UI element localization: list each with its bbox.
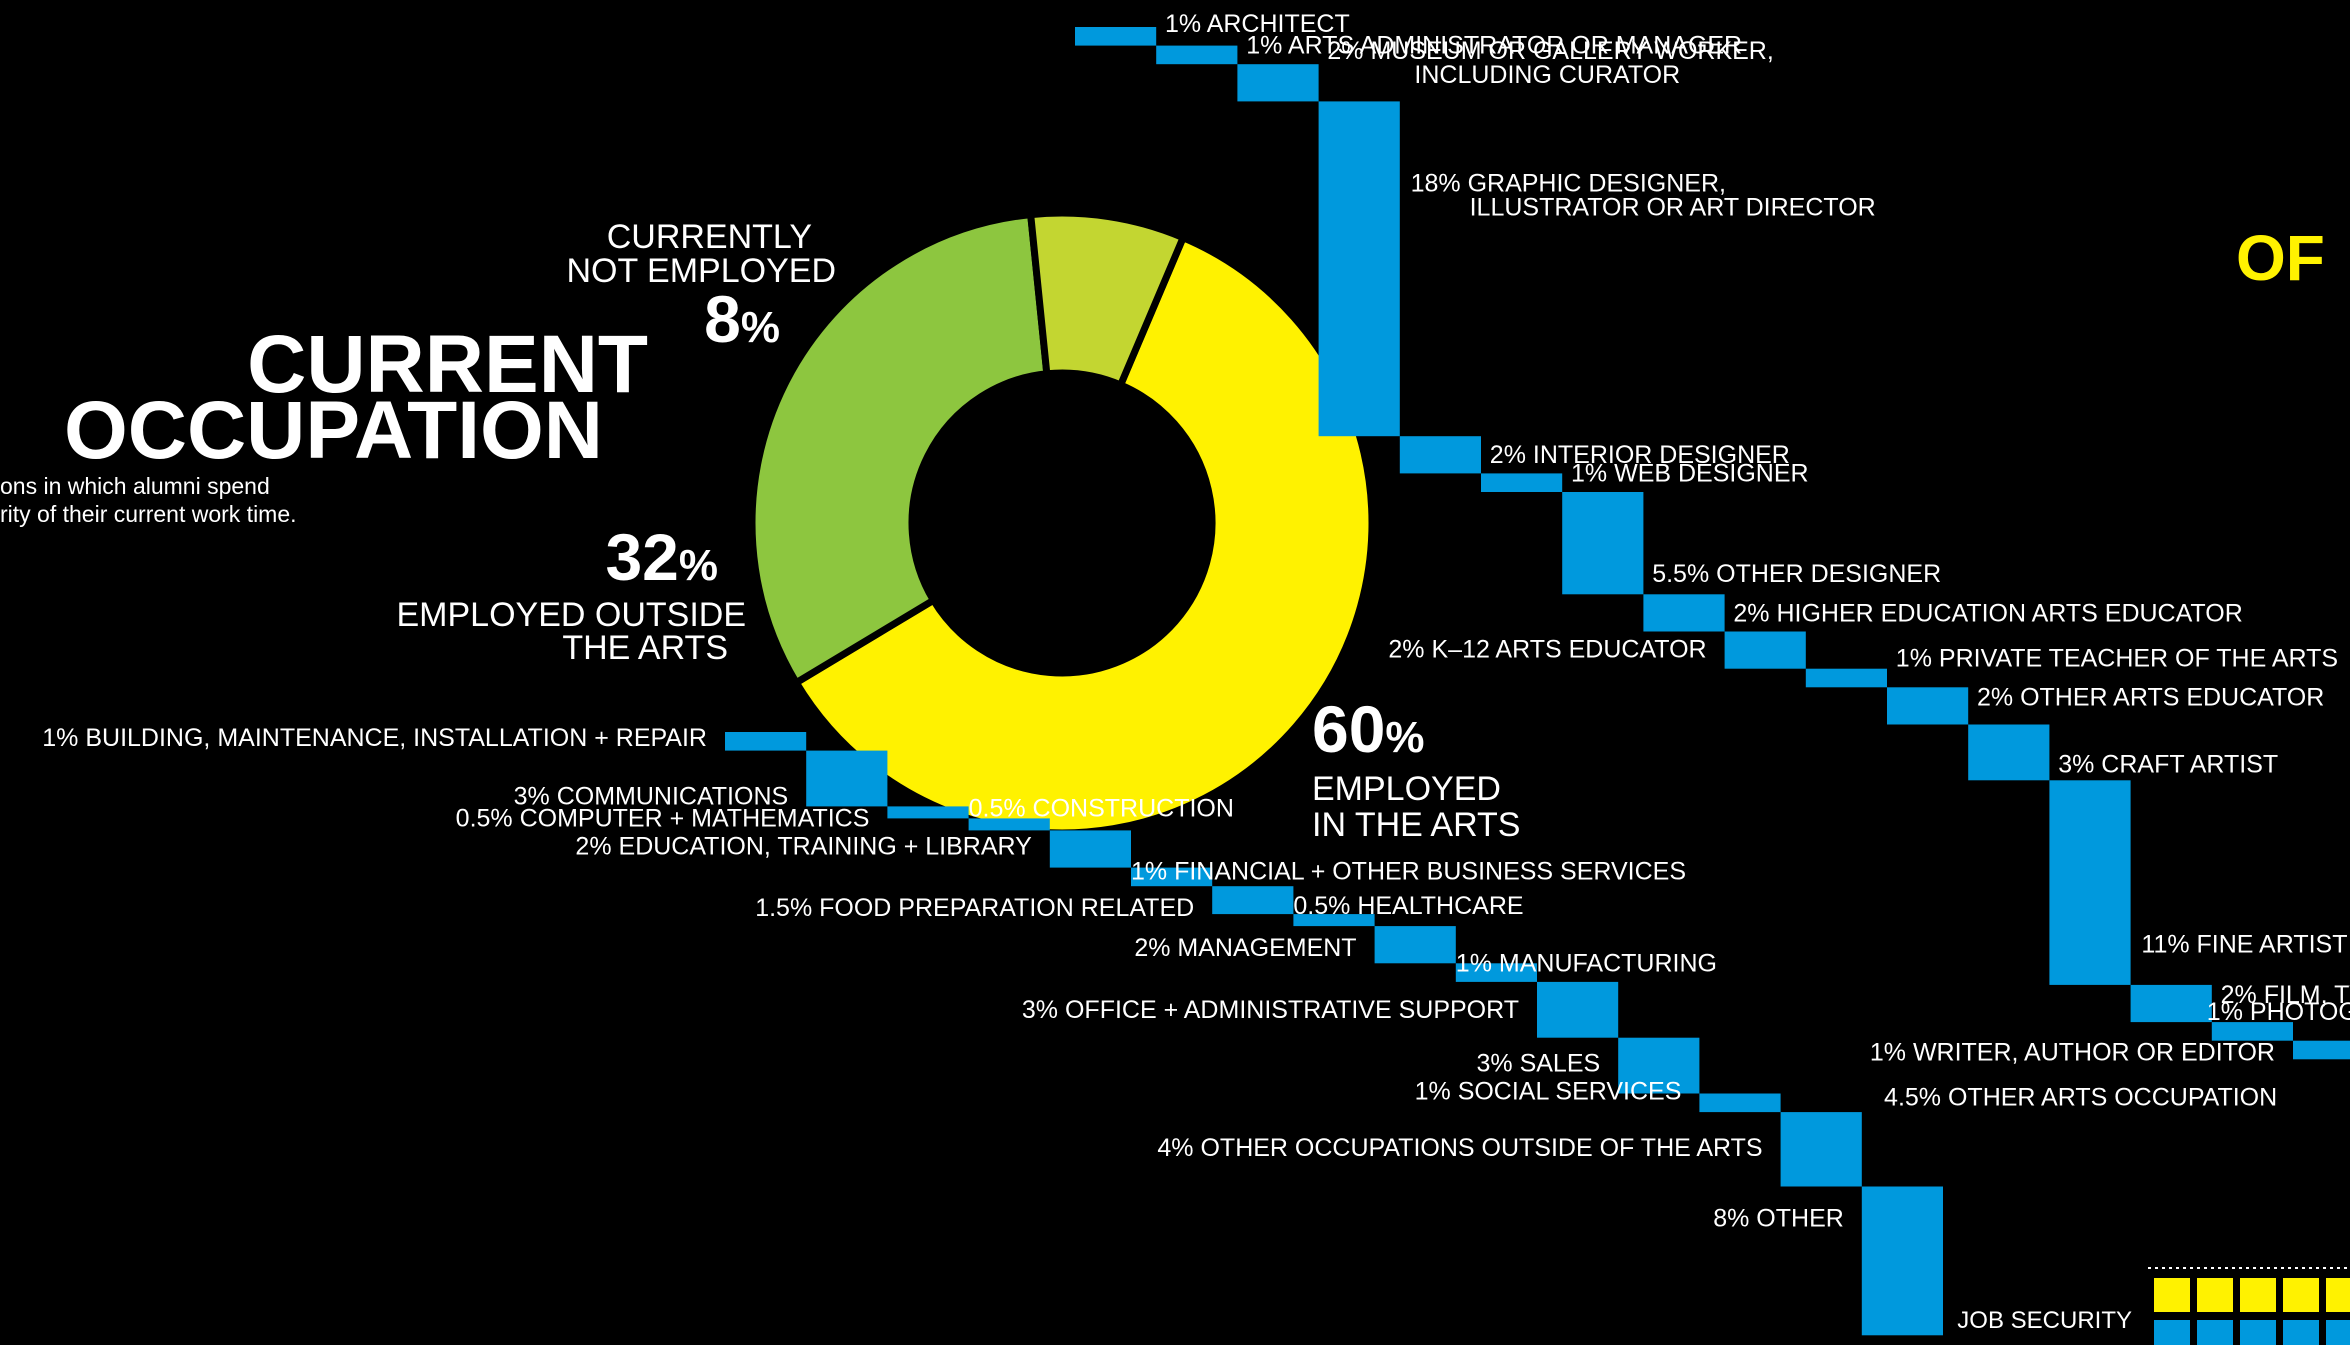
slice-pct-not-employed: 8% — [704, 282, 780, 356]
bar-1 — [1075, 27, 1157, 46]
bar-label-12: 3% CRAFT ARTIST — [2058, 751, 2278, 779]
bar-1 — [725, 732, 807, 751]
bar-2 — [1156, 45, 1238, 65]
bar-12 — [1618, 1037, 1700, 1094]
bar-label-12: 3% SALES — [1476, 1050, 1600, 1078]
bar-label-3: 2% MUSEUM OR GALLERY WORKER, — [1327, 37, 1773, 65]
bar-14 — [1780, 1112, 1862, 1187]
bar-6 — [1481, 473, 1563, 492]
bar-3 — [1237, 64, 1319, 102]
slice-label-in-arts: IN THE ARTS — [1312, 806, 1520, 844]
slice-label-not-employed: CURRENTLY — [607, 218, 812, 256]
bar-11 — [1537, 981, 1619, 1038]
bar-7 — [1562, 492, 1644, 595]
bar-label-8: 0.5% HEALTHCARE — [1293, 892, 1523, 920]
bar-12 — [1968, 724, 2050, 781]
bar-13 — [1699, 1093, 1781, 1113]
slice-pct-outside-arts: 32% — [605, 520, 718, 594]
bar-4 — [968, 818, 1050, 831]
bar-9 — [1374, 926, 1456, 964]
job-security-square-top — [2283, 1278, 2319, 1312]
bar-label-6: 1% WEB DESIGNER — [1571, 459, 1809, 487]
job-security-squares — [2154, 1278, 2350, 1345]
bar-label-13: 1% SOCIAL SERVICES — [1415, 1078, 1682, 1106]
bar-label-14: 2% FILM, TV, VIDEO ARTIST — [2221, 981, 2350, 1009]
bar-label-15: 8% OTHER — [1713, 1205, 1844, 1233]
bar-5 — [1399, 436, 1481, 474]
bar-3 — [887, 806, 969, 819]
bar-label-9: 2% MANAGEMENT — [1134, 934, 1356, 962]
bar-label-5: 2% EDUCATION, TRAINING + LIBRARY — [575, 832, 1032, 860]
title-line-1: CURRENT — [247, 319, 648, 410]
job-security-square-bottom — [2326, 1320, 2350, 1345]
bar-label-3-line-2: INCLUDING CURATOR — [1414, 61, 1680, 89]
bar-label-14: 4% OTHER OCCUPATIONS OUTSIDE OF THE ARTS — [1157, 1134, 1762, 1162]
bar-label-5: 2% INTERIOR DESIGNER — [1490, 441, 1790, 469]
bar-4 — [1318, 101, 1400, 437]
bar-label-15: 1% PHOTOGRAPHER — [2207, 998, 2350, 1026]
job-security-label: JOB SECURITY — [1957, 1307, 2132, 1334]
bar-label-4-line-2: ILLUSTRATOR OR ART DIRECTOR — [1470, 193, 1876, 221]
bar-2 — [806, 750, 888, 807]
donut-slice-not-employed — [1026, 209, 1188, 390]
bar-14 — [2130, 984, 2212, 1023]
job-security-square-top — [2240, 1278, 2276, 1312]
bar-label-6: 1% FINANCIAL + OTHER BUSINESS SERVICES — [1131, 858, 1686, 886]
bar-label-2: 3% COMMUNICATIONS — [514, 783, 789, 811]
bar-label-10: 1% MANUFACTURING — [1456, 949, 1717, 977]
bar-5 — [1049, 830, 1131, 868]
slice-label-outside-arts: THE ARTS — [562, 629, 728, 667]
job-security-square-bottom — [2240, 1320, 2276, 1345]
bar-10 — [1805, 668, 1887, 688]
outside-arts-waterfall: 1% BUILDING, MAINTENANCE, INSTALLATION +… — [42, 724, 1943, 1336]
bar-label-16: 1% WRITER, AUTHOR OR EDITOR — [1870, 1039, 2275, 1067]
bar-label-1: 1% ARCHITECT — [1165, 10, 1350, 38]
bar-label-1: 1% BUILDING, MAINTENANCE, INSTALLATION +… — [42, 724, 707, 752]
bar-8 — [1293, 914, 1375, 927]
bar-label-13: 11% FINE ARTIST — [2141, 930, 2347, 958]
job-security-square-bottom — [2154, 1320, 2190, 1345]
donut-slice-outside-arts — [748, 210, 1051, 688]
bar-16 — [2293, 1040, 2350, 1060]
slice-label-in-arts: EMPLOYED — [1312, 770, 1501, 808]
bar-10 — [1455, 963, 1537, 982]
bar-6 — [1131, 867, 1213, 887]
bar-label-8: 2% HIGHER EDUCATION ARTS EDUCATOR — [1733, 599, 2242, 627]
bar-label-10: 1% PRIVATE TEACHER OF THE ARTS — [1896, 645, 2338, 673]
job-security-square-top — [2197, 1278, 2233, 1312]
bar-label-3: 0.5% COMPUTER + MATHEMATICS — [456, 804, 870, 832]
bar-label-7: 5.5% OTHER DESIGNER — [1652, 560, 1941, 588]
bar-label-11: 2% OTHER ARTS EDUCATOR — [1977, 683, 2324, 711]
slice-label-not-employed: NOT EMPLOYED — [566, 252, 836, 290]
bar-8 — [1643, 594, 1725, 632]
bar-label-7: 1.5% FOOD PREPARATION RELATED — [755, 894, 1194, 922]
job-security-square-bottom — [2197, 1320, 2233, 1345]
job-security-square-top — [2326, 1278, 2350, 1312]
partial-heading: OF — [2236, 222, 2325, 294]
bar-label-17: 4.5% OTHER ARTS OCCUPATION — [1884, 1083, 2277, 1111]
bar-label-4: 0.5% CONSTRUCTION — [969, 794, 1234, 822]
bar-15 — [2211, 1022, 2293, 1041]
slice-pct-in-arts: 60% — [1312, 692, 1425, 766]
bar-label-9: 2% K–12 ARTS EDUCATOR — [1388, 636, 1706, 664]
bar-7 — [1212, 886, 1294, 915]
bar-13 — [2049, 780, 2131, 985]
bar-label-4: 18% GRAPHIC DESIGNER, — [1411, 169, 1726, 197]
subtitle-line-2: rity of their current work time. — [0, 501, 297, 527]
bar-11 — [1887, 687, 1969, 725]
title-line-2: OCCUPATION — [64, 385, 603, 476]
slice-label-outside-arts: EMPLOYED OUTSIDE — [396, 596, 746, 634]
job-security-square-top — [2154, 1278, 2190, 1312]
bar-label-11: 3% OFFICE + ADMINISTRATIVE SUPPORT — [1022, 996, 1519, 1024]
job-security-square-bottom — [2283, 1320, 2319, 1345]
bar-9 — [1724, 631, 1806, 669]
bar-15 — [1861, 1186, 1943, 1336]
subtitle-line-1: ons in which alumni spend — [0, 473, 270, 499]
donut-slice-in-arts — [791, 233, 1376, 837]
bar-label-2: 1% ARTS ADMINISTRATOR OR MANAGER — [1246, 32, 1742, 60]
